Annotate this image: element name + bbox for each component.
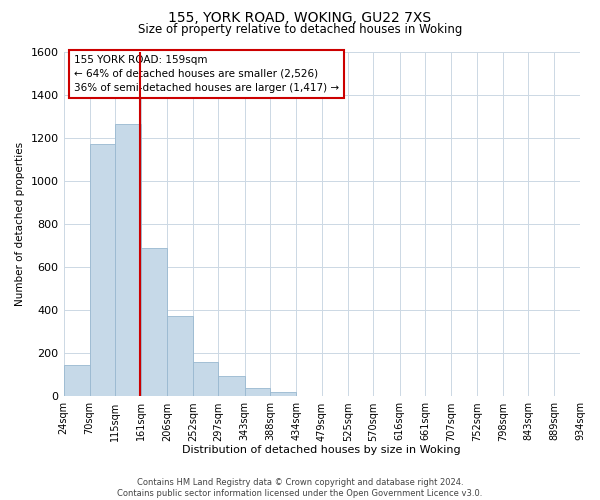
Bar: [218, 376, 245, 396]
Text: 155 YORK ROAD: 159sqm
← 64% of detached houses are smaller (2,526)
36% of semi-d: 155 YORK ROAD: 159sqm ← 64% of detached …: [74, 55, 339, 93]
Bar: [64, 364, 89, 396]
Bar: [193, 362, 218, 396]
Bar: [245, 388, 270, 396]
Text: Size of property relative to detached houses in Woking: Size of property relative to detached ho…: [138, 22, 462, 36]
Bar: [115, 124, 141, 396]
Bar: [141, 248, 167, 396]
Y-axis label: Number of detached properties: Number of detached properties: [15, 142, 25, 306]
Text: Contains HM Land Registry data © Crown copyright and database right 2024.
Contai: Contains HM Land Registry data © Crown c…: [118, 478, 482, 498]
Text: 155, YORK ROAD, WOKING, GU22 7XS: 155, YORK ROAD, WOKING, GU22 7XS: [169, 11, 431, 25]
X-axis label: Distribution of detached houses by size in Woking: Distribution of detached houses by size …: [182, 445, 461, 455]
Bar: [167, 316, 193, 396]
Bar: [89, 144, 115, 397]
Bar: [270, 392, 296, 396]
